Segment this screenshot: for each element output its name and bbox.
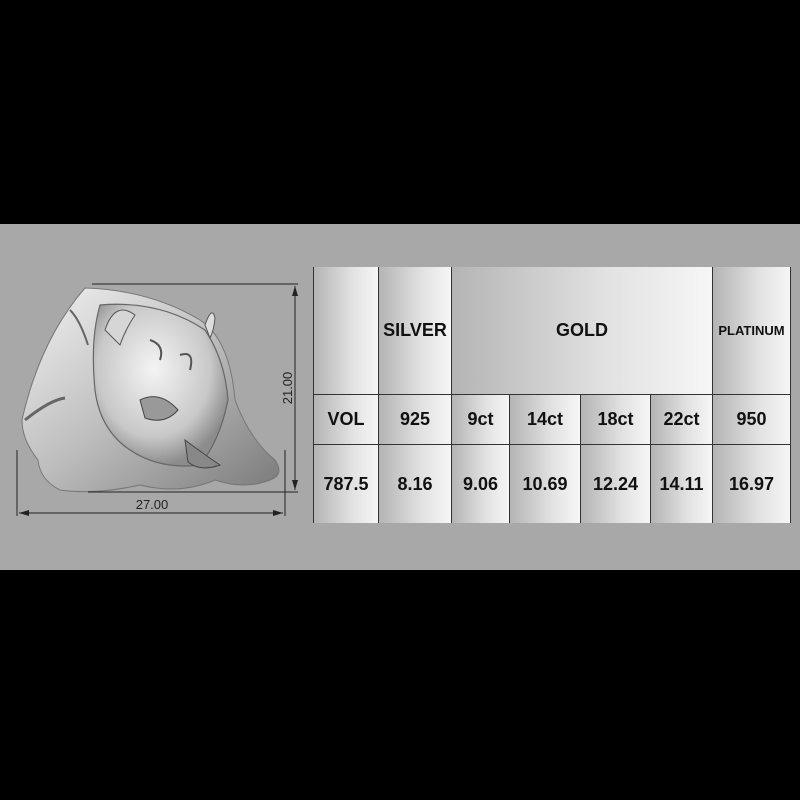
dimension-lines: [16, 283, 298, 516]
header-blank-cell: [313, 267, 378, 395]
subheader-950: 950: [712, 395, 791, 445]
value-gold-14ct: 10.69: [509, 445, 580, 523]
value-gold-22ct: 14.11: [650, 445, 712, 523]
height-dimension-label: 21.00: [280, 372, 295, 405]
header-silver: SILVER: [378, 267, 451, 395]
subheader-9ct: 9ct: [451, 395, 509, 445]
subheader-22ct: 22ct: [650, 395, 712, 445]
subheader-14ct: 14ct: [509, 395, 580, 445]
subheader-18ct: 18ct: [580, 395, 650, 445]
header-gold: GOLD: [451, 267, 712, 395]
width-dimension-label: 27.00: [136, 497, 169, 512]
value-vol: 787.5: [313, 445, 378, 523]
value-gold-9ct: 9.06: [451, 445, 509, 523]
value-gold-18ct: 12.24: [580, 445, 650, 523]
metal-weight-table: SILVER GOLD PLATINUM VOL 925 9ct 14ct 18…: [313, 267, 791, 523]
subheader-925: 925: [378, 395, 451, 445]
subheader-vol: VOL: [313, 395, 378, 445]
tiger-ring-icon: [21, 287, 280, 493]
header-platinum: PLATINUM: [712, 267, 791, 395]
value-platinum-950: 16.97: [712, 445, 791, 523]
value-silver-925: 8.16: [378, 445, 451, 523]
